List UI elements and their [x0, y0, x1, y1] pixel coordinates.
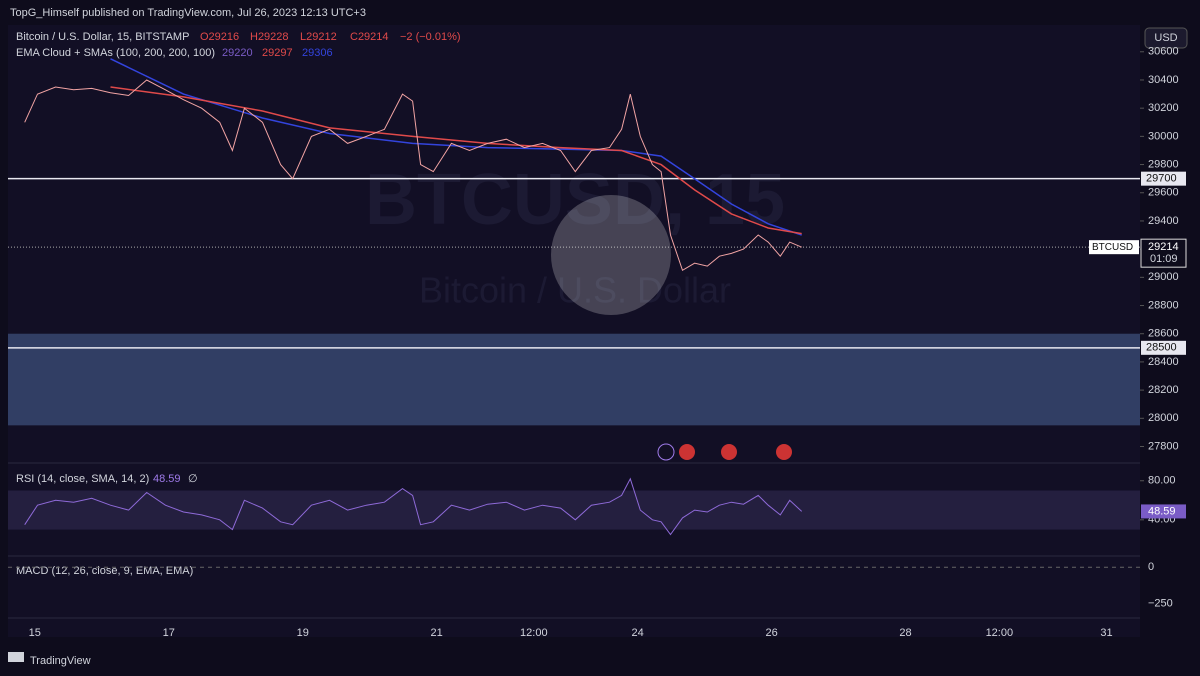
rsi-band: [8, 490, 1140, 530]
price-tick-label: 29800: [1148, 158, 1179, 170]
price-tick-label: 29000: [1148, 271, 1179, 283]
time-label: 21: [431, 627, 443, 639]
macd-tick-label: 0: [1148, 561, 1154, 573]
ema-value: 29306: [302, 47, 333, 59]
countdown: 01:09: [1150, 253, 1178, 265]
level-label: 29700: [1146, 173, 1177, 185]
price-tick-label: 29600: [1148, 187, 1179, 199]
event-icon[interactable]: [776, 444, 792, 460]
price-tick-label: 28000: [1148, 412, 1179, 424]
currency[interactable]: USD: [1154, 32, 1177, 44]
price-tick-label: 30600: [1148, 46, 1179, 58]
event-icon[interactable]: [679, 444, 695, 460]
level-label: 28500: [1146, 342, 1177, 354]
last-price: 29214: [1148, 241, 1179, 253]
price-tick-label: 30200: [1148, 102, 1179, 114]
event-icon[interactable]: [721, 444, 737, 460]
price-tick-label: 30000: [1148, 130, 1179, 142]
ohlc: C29214: [350, 31, 389, 43]
rsi-line: [24, 477, 803, 536]
legend-ema: EMA Cloud + SMAs (100, 200, 200, 100): [16, 47, 215, 59]
price-tick-label: 28800: [1148, 299, 1179, 311]
price-tick-label: 27800: [1148, 440, 1179, 452]
rsi-value: 48.59: [153, 473, 181, 485]
level-tag: [1141, 171, 1186, 186]
price-tick-label: 29400: [1148, 215, 1179, 227]
legend-symbol: Bitcoin / U.S. Dollar, 15, BITSTAMP: [16, 31, 189, 43]
price-line: [24, 79, 802, 272]
watermark: BTCUSD, 15: [365, 160, 785, 240]
macd-title: MACD (12, 26, close, 9, EMA, EMA): [16, 565, 193, 577]
ohlc: L29212: [300, 31, 337, 43]
symbol-tag-bg: [1089, 240, 1139, 255]
logo: [8, 652, 24, 662]
chart-area: [8, 25, 1140, 637]
rsi-tag-bg: [1141, 504, 1186, 519]
symbol-tag: BTCUSD: [1092, 242, 1133, 253]
ohlc: O29216: [200, 31, 239, 43]
ema-value: 29220: [222, 47, 253, 59]
highlight: [551, 195, 671, 315]
time-label: 26: [765, 627, 777, 639]
event-icon[interactable]: [657, 443, 675, 461]
ohlc: H29228: [250, 31, 289, 43]
ema-value: 29297: [262, 47, 293, 59]
macd-tick-label: −250: [1148, 597, 1173, 609]
rsi-tick-label: 80.00: [1148, 475, 1176, 487]
time-label: 12:00: [986, 627, 1014, 639]
price-tick-label: 30400: [1148, 74, 1179, 86]
brand: TradingView: [30, 655, 91, 667]
rsi-title: RSI (14, close, SMA, 14, 2): [16, 473, 149, 485]
time-label: 12:00: [520, 627, 548, 639]
support-zone: [8, 333, 1140, 426]
time-label: 28: [899, 627, 911, 639]
time-label: 31: [1100, 627, 1112, 639]
publisher: TopG_Himself published on TradingView.co…: [10, 7, 366, 19]
time-label: 24: [632, 627, 644, 639]
currency-button[interactable]: [1144, 27, 1188, 49]
last-tag-bg: [1140, 238, 1187, 268]
ohlc: −2 (−0.01%): [400, 31, 461, 43]
rsi-last: 48.59: [1148, 505, 1176, 517]
rsi-extra: ∅: [188, 473, 198, 485]
price-tick-label: 28600: [1148, 328, 1179, 340]
time-label: 17: [163, 627, 175, 639]
level-tag: [1141, 340, 1186, 355]
time-label: 19: [297, 627, 309, 639]
price-tick-label: 28400: [1148, 356, 1179, 368]
watermark: Bitcoin / U.S. Dollar: [419, 270, 731, 311]
time-label: 15: [29, 627, 41, 639]
ema-red: [110, 86, 802, 235]
price-tick-label: 28200: [1148, 384, 1179, 396]
ema-blue: [110, 58, 802, 236]
